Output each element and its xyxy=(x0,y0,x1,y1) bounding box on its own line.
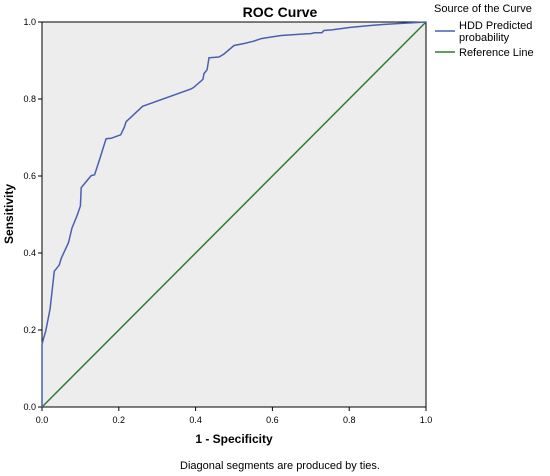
x-tick-label: 0.6 xyxy=(266,415,279,425)
y-axis-ticks: 0.0 0.2 0.4 0.6 0.8 1.0 xyxy=(23,17,42,412)
y-tick-label: 0.0 xyxy=(23,402,36,412)
y-axis-title: Sensitivity xyxy=(2,184,16,244)
x-tick-label: 0.4 xyxy=(189,415,202,425)
x-axis-title: 1 - Specificity xyxy=(195,432,273,446)
legend: Source of the Curve HDD Predicted probab… xyxy=(434,3,534,59)
y-tick-label: 0.2 xyxy=(23,325,36,335)
y-tick-label: 0.8 xyxy=(23,94,36,104)
legend-entry-roc-line2: probability xyxy=(459,32,510,44)
legend-entry-reference: Reference Line xyxy=(459,47,534,59)
x-tick-label: 0.0 xyxy=(36,415,49,425)
reference-line xyxy=(41,21,427,408)
y-tick-label: 0.4 xyxy=(23,248,36,258)
legend-title: Source of the Curve xyxy=(434,3,532,15)
chart-title: ROC Curve xyxy=(243,4,318,20)
y-tick-label: 1.0 xyxy=(23,17,36,27)
x-tick-label: 1.0 xyxy=(420,415,433,425)
footnote: Diagonal segments are produced by ties. xyxy=(180,460,380,472)
x-tick-label: 0.2 xyxy=(113,415,126,425)
y-tick-label: 0.6 xyxy=(23,171,36,181)
roc-curve-line xyxy=(41,21,427,407)
x-tick-label: 0.8 xyxy=(343,415,356,425)
x-axis-ticks: 0.0 0.2 0.4 0.6 0.8 1.0 xyxy=(36,407,433,425)
legend-entry-roc-line1: HDD Predicted xyxy=(459,20,532,32)
